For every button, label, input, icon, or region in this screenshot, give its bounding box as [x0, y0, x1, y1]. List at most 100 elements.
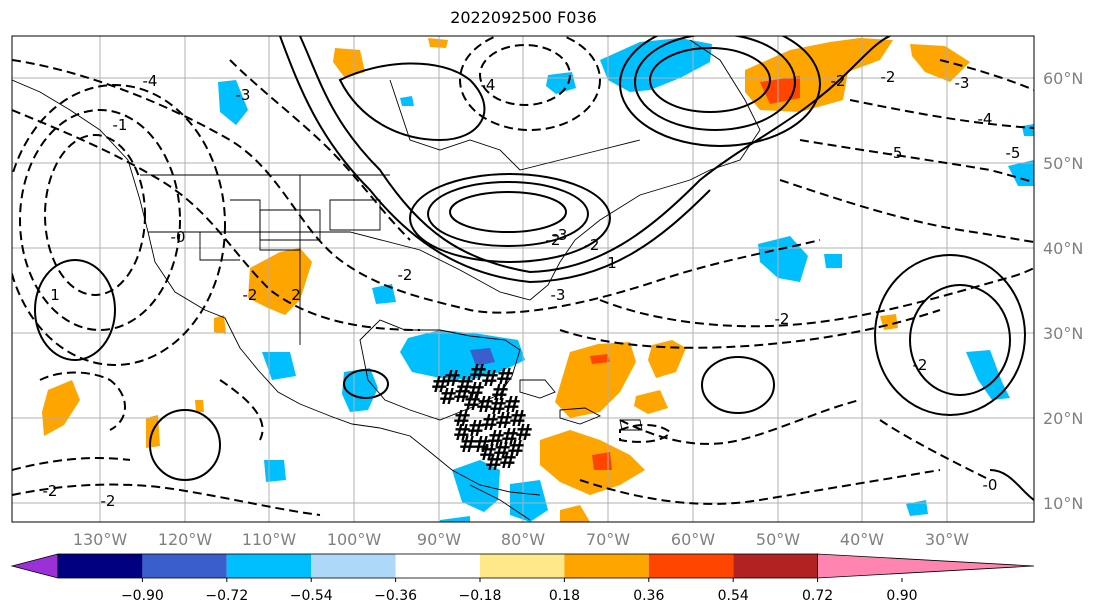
- colorbar-ticks: −0.90 −0.72 −0.54 −0.36 −0.18 0.18 0.36 0.54 0.7…: [121, 578, 918, 604]
- contour-label: -2: [913, 356, 928, 374]
- hatch-mark: #: [479, 441, 497, 466]
- hatch-mark: #: [496, 365, 514, 390]
- hatch-mark: #: [456, 373, 474, 398]
- negative-contours: [12, 36, 1034, 516]
- contour-labels: -2-2-4-3-1-0-2-2-2-2-3-4-5-5-3-2-2-011 2-…: [43, 68, 1021, 510]
- colorbar-tick-label: 0.54: [718, 588, 749, 604]
- lon-label: 70°W: [586, 530, 630, 549]
- contour-label: -0: [171, 228, 186, 246]
- hatch-mark: #: [499, 449, 517, 474]
- positive-contours: [34, 36, 1034, 501]
- contour-label: -2: [881, 68, 896, 86]
- colorbar-segment: [226, 554, 312, 578]
- coastlines: [12, 39, 761, 521]
- hatch-mark: #: [463, 391, 481, 416]
- hatch-mark: #: [453, 421, 471, 446]
- contour-label: -4: [481, 76, 496, 94]
- colorbar-segment: [395, 554, 480, 578]
- map-title: 2022092500 F036: [450, 8, 597, 27]
- lon-label: 40°W: [840, 530, 884, 549]
- colorbar-segment: [480, 554, 565, 578]
- contour-label: -5: [888, 144, 903, 162]
- contour-label: -0: [983, 476, 998, 494]
- hatch-mark: #: [501, 425, 519, 450]
- colorbar-tick-label: −0.90: [121, 588, 164, 604]
- colorbar-tick-label: −0.18: [459, 588, 502, 604]
- colorbar: [10, 553, 1035, 579]
- lat-label: 40°N: [1043, 239, 1083, 258]
- hatch-mark: #: [493, 439, 511, 464]
- contour-label: -3: [955, 74, 970, 92]
- lat-label: 50°N: [1043, 154, 1083, 173]
- map-frame: [11, 35, 1035, 523]
- hatch-mark: #: [503, 393, 521, 418]
- colorbar-tick-label: 0.36: [633, 588, 664, 604]
- lat-label: 20°N: [1043, 409, 1083, 428]
- hatch-mark: #: [469, 361, 487, 386]
- colorbar-tick-label: −0.36: [374, 588, 417, 604]
- hatch-mark: #: [509, 407, 527, 432]
- hatch-mark: #: [481, 367, 499, 392]
- colorbar-extend-high: [817, 553, 1035, 579]
- hatch-mark: #: [453, 383, 471, 408]
- hatch-mark: #: [495, 409, 513, 434]
- contour-label: -5: [1006, 144, 1021, 162]
- hatch-mark: #: [487, 427, 505, 452]
- lon-label: 110°W: [242, 530, 297, 549]
- contour-label: -2: [831, 72, 846, 90]
- lat-lon-grid: [12, 36, 1034, 522]
- lon-label: 100°W: [327, 530, 382, 549]
- contour-label: -1: [113, 116, 128, 134]
- lat-label: 10°N: [1043, 494, 1083, 513]
- lon-label: 130°W: [73, 530, 128, 549]
- contour-label: 1: [50, 286, 60, 304]
- hatch-mark: #: [491, 381, 509, 406]
- contour-label: -4: [143, 72, 158, 90]
- hatch-mark: #: [476, 393, 494, 418]
- colorbar-segment: [733, 554, 818, 578]
- hatch-mark: #: [443, 367, 461, 392]
- contour-label: -2: [101, 492, 116, 510]
- colorbar-segment: [311, 554, 396, 578]
- contour-label: -3: [236, 86, 251, 104]
- contour-label: -2: [546, 231, 561, 249]
- significance-hatching: ##############################: [431, 361, 533, 476]
- contour-label: 2: [291, 286, 301, 304]
- contour-label: -2: [398, 266, 413, 284]
- colorbar-segment: [564, 554, 649, 578]
- colorbar-extend-low: [10, 553, 59, 579]
- colorbar-segment: [648, 554, 734, 578]
- hatch-mark: #: [467, 379, 485, 404]
- colorbar-tick-label: 0.72: [802, 588, 833, 604]
- contour-label: 1: [607, 254, 617, 272]
- colorbar-segment: [142, 554, 227, 578]
- contour-label: -2: [585, 236, 600, 254]
- hatch-mark: #: [459, 433, 477, 458]
- lon-label: 120°W: [158, 530, 213, 549]
- hatch-mark: #: [489, 395, 507, 420]
- lat-label: 30°N: [1043, 324, 1083, 343]
- lon-label: 80°W: [501, 530, 545, 549]
- contour-label: -3: [553, 226, 568, 244]
- contour-label: -4: [978, 110, 993, 128]
- hatch-mark: #: [481, 411, 499, 436]
- lat-label: 60°N: [1043, 69, 1083, 88]
- hatch-mark: #: [507, 437, 525, 462]
- hatch-mark: #: [515, 421, 533, 446]
- hatch-mark: #: [453, 407, 471, 432]
- lon-label: 30°W: [925, 530, 969, 549]
- anomaly-shading: [42, 38, 1034, 522]
- lon-label: 60°W: [671, 530, 715, 549]
- colorbar-tick-label: 0.18: [549, 588, 580, 604]
- colorbar-tick-label: 0.90: [886, 588, 917, 604]
- lon-label: 50°W: [756, 530, 800, 549]
- hatch-mark: #: [473, 433, 491, 458]
- colorbar-segment: [58, 554, 143, 578]
- lon-label: 90°W: [417, 530, 461, 549]
- hatch-mark: #: [439, 385, 457, 410]
- longitude-labels: 130°W 120°W 110°W 100°W 90°W 80°W 70°W 60°W 50°W…: [73, 530, 969, 549]
- contour-label: -2: [43, 482, 58, 500]
- colorbar-tick-label: −0.54: [290, 588, 333, 604]
- latitude-labels: 60°N 50°N 40°N 30°N 20°N 10°N: [1043, 69, 1083, 513]
